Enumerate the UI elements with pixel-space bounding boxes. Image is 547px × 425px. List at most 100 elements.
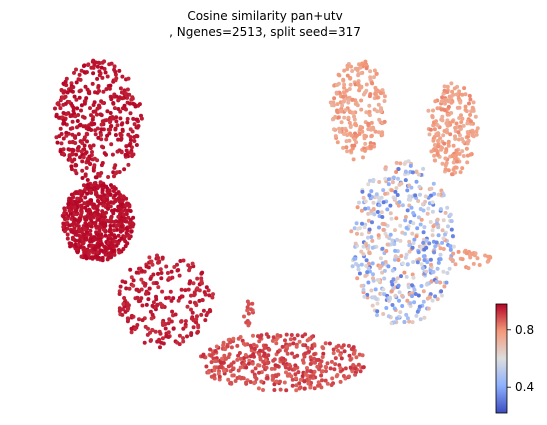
scatter-point — [376, 278, 381, 283]
scatter-point — [440, 240, 445, 245]
scatter-point — [346, 343, 351, 348]
scatter-point — [91, 71, 96, 76]
scatter-point — [292, 355, 297, 359]
scatter-point — [303, 332, 308, 337]
scatter-point — [289, 374, 294, 379]
scatter-point — [101, 89, 106, 94]
scatter-point — [379, 195, 384, 200]
scatter-point — [405, 316, 410, 321]
scatter-point — [397, 298, 401, 303]
scatter-point — [337, 73, 342, 78]
scatter-point — [364, 110, 369, 115]
scatter-point — [438, 136, 443, 141]
scatter-point — [188, 279, 193, 284]
scatter-point — [418, 222, 423, 227]
scatter-point — [442, 141, 447, 146]
scatter-point — [338, 366, 343, 371]
scatter-point — [258, 355, 263, 360]
scatter-point — [99, 65, 104, 70]
scatter-point — [441, 218, 446, 223]
scatter-point — [256, 334, 260, 339]
scatter-point — [213, 349, 218, 353]
scatter-point — [131, 152, 136, 157]
scatter-point — [274, 341, 279, 346]
scatter-point — [424, 269, 429, 274]
scatter-point — [75, 205, 80, 210]
scatter-point — [94, 112, 99, 117]
scatter-point — [414, 234, 419, 239]
scatter-point — [425, 281, 430, 286]
scatter-point — [302, 379, 307, 384]
scatter-point — [154, 281, 159, 286]
scatter-point — [319, 385, 324, 390]
scatter-point — [77, 219, 82, 223]
scatter-point — [149, 316, 154, 321]
scatter-point — [86, 63, 90, 67]
scatter-point — [58, 149, 63, 154]
scatter-point — [290, 377, 295, 382]
scatter-point — [405, 208, 410, 213]
scatter-point — [305, 345, 310, 350]
scatter-point — [380, 88, 385, 93]
scatter-point — [241, 376, 246, 381]
scatter-point — [344, 128, 349, 133]
scatter-point — [296, 370, 301, 375]
scatter-point — [451, 92, 456, 97]
scatter-point — [185, 304, 190, 309]
scatter-point — [367, 227, 372, 232]
scatter-point — [389, 188, 394, 193]
scatter-point — [76, 148, 80, 153]
scatter-point — [124, 219, 129, 224]
scatter-point — [104, 152, 108, 157]
scatter-point — [419, 217, 424, 222]
scatter-point — [408, 163, 413, 168]
scatter-point — [463, 92, 468, 97]
scatter-point — [98, 242, 103, 247]
scatter-point — [363, 206, 368, 211]
scatter-point — [119, 136, 124, 141]
scatter-point — [294, 383, 299, 388]
scatter-point — [412, 300, 417, 305]
scatter-point — [369, 288, 374, 293]
scatter-point — [154, 297, 159, 302]
scatter-point — [88, 188, 93, 193]
scatter-point — [430, 233, 435, 238]
scatter-point — [274, 379, 279, 384]
scatter-point — [176, 298, 181, 303]
scatter-point — [179, 319, 184, 324]
scatter-point — [125, 319, 130, 324]
scatter-point — [330, 376, 335, 381]
scatter-point — [109, 124, 113, 129]
scatter-point — [409, 205, 414, 210]
scatter-point — [294, 344, 299, 349]
scatter-point — [108, 227, 113, 232]
scatter-point — [116, 137, 121, 142]
scatter-point — [219, 365, 224, 370]
scatter-point — [404, 252, 409, 257]
scatter-point — [393, 228, 397, 233]
scatter-point — [97, 73, 102, 78]
scatter-point — [440, 114, 445, 119]
scatter-point — [136, 299, 141, 304]
scatter-point — [320, 345, 325, 350]
scatter-point — [100, 144, 104, 149]
scatter-point — [294, 388, 299, 393]
scatter-point — [463, 104, 468, 109]
scatter-point — [70, 119, 75, 124]
scatter-point — [129, 97, 134, 102]
scatter-point — [209, 360, 214, 365]
scatter-point — [74, 191, 79, 195]
scatter-point — [244, 320, 249, 325]
scatter-point — [86, 251, 91, 256]
scatter-point — [379, 210, 384, 215]
scatter-point — [346, 97, 351, 102]
scatter-point — [95, 250, 100, 255]
scatter-point — [99, 133, 103, 137]
scatter-point — [410, 272, 415, 277]
scatter-point — [249, 307, 253, 312]
scatter-point — [64, 76, 69, 81]
scatter-point — [411, 275, 416, 280]
scatter-point — [94, 175, 99, 180]
scatter-point — [91, 187, 96, 192]
scatter-point — [352, 143, 357, 148]
